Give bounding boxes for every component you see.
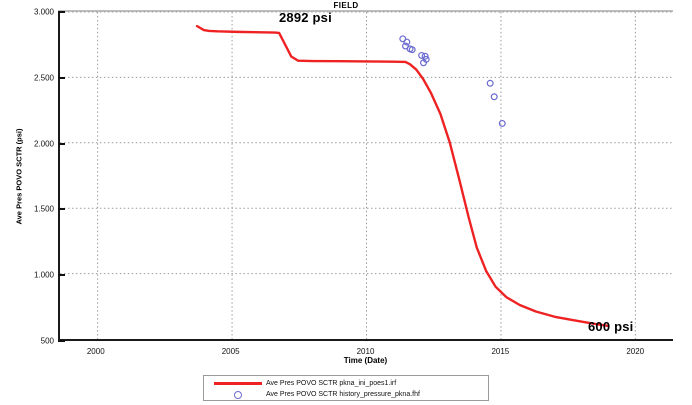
legend-label-history: Ave Pres POVO SCTR history_pressure_pkna… — [266, 391, 420, 398]
y-tick-label: 1.500 — [33, 204, 54, 214]
y-tick-label: 500 — [40, 336, 54, 346]
horizontal-gridlines — [60, 11, 673, 275]
y-tick-mark — [58, 274, 65, 277]
vertical-gridlines — [97, 12, 636, 339]
legend-entry-history: Ave Pres POVO SCTR history_pressure_pkna… — [204, 389, 488, 400]
y-tick-mark — [58, 11, 65, 13]
scatter-point — [498, 119, 506, 127]
x-axis-title: Time (Date) — [343, 356, 388, 365]
annotation-start-pressure: 2892 psi — [279, 10, 332, 25]
y-tick-mark — [58, 142, 65, 145]
blue-circle-swatch — [234, 391, 242, 399]
scatter-point — [421, 52, 429, 60]
x-tick-label: 2015 — [491, 347, 510, 356]
x-axis-ticks: 2000 2005 2010 2015 2020 — [58, 341, 673, 359]
x-tick-label: 2005 — [221, 347, 240, 356]
y-axis-title: Ave Pres POVO SCTR (psi) — [14, 128, 24, 225]
scatter-point — [486, 79, 494, 87]
legend-line-marker — [208, 378, 266, 389]
x-tick-label: 2020 — [626, 347, 645, 356]
y-tick-label: 2.500 — [33, 73, 54, 83]
plot-area — [58, 11, 673, 341]
red-line-swatch — [214, 382, 262, 385]
y-tick-label: 2.000 — [33, 139, 54, 149]
x-tick-label: 2010 — [356, 347, 375, 356]
scatter-series-group — [399, 35, 506, 127]
line-series-0 — [195, 24, 610, 328]
y-tick-mark — [58, 76, 65, 79]
scatter-point — [420, 59, 427, 67]
annotation-end-pressure: 600 psi — [588, 319, 634, 334]
y-tick-label: 3.000 — [33, 7, 54, 17]
scatter-point — [408, 46, 416, 54]
chart-legend: Ave Pres POVO SCTR pkna_ini_poes1.irf Av… — [203, 375, 489, 401]
legend-circle-marker — [208, 389, 266, 400]
x-tick-label: 2000 — [86, 347, 105, 356]
legend-label-simulated: Ave Pres POVO SCTR pkna_ini_poes1.irf — [266, 380, 397, 387]
y-axis-ticks: 500 1.000 1.500 2.000 2.500 3.000 — [10, 8, 65, 346]
chart-title: FIELD — [333, 1, 359, 10]
scatter-point — [490, 93, 498, 101]
y-tick-mark — [58, 208, 65, 211]
scatter-point — [403, 38, 411, 46]
scatter-point — [418, 51, 426, 59]
plot-top-rule — [58, 10, 673, 12]
plot-svg — [60, 11, 673, 339]
y-tick-label: 1.000 — [33, 270, 54, 280]
line-series-group — [195, 24, 610, 328]
y-tick-mark — [58, 340, 65, 342]
legend-entry-simulated: Ave Pres POVO SCTR pkna_ini_poes1.irf — [204, 378, 488, 389]
